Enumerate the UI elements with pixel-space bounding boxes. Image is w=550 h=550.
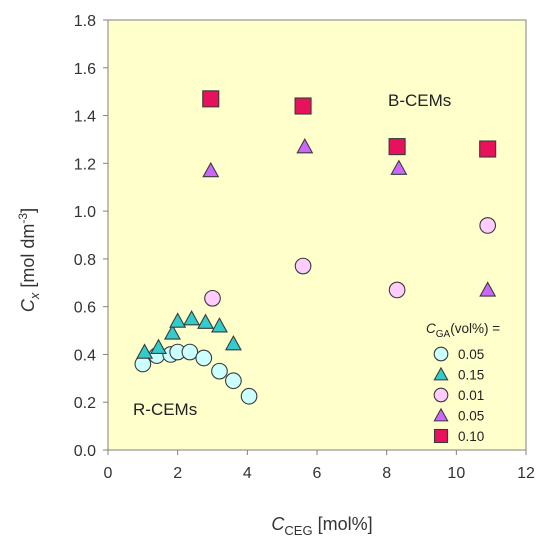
y-axis-label-superscript: -3: [16, 213, 30, 224]
annotation-r-cems: R-CEMs: [133, 400, 197, 419]
data-point-triangle: [150, 338, 168, 354]
data-point-circle: [211, 362, 228, 380]
legend-entry: 0.10: [433, 428, 484, 444]
x-tick-label: 2: [173, 465, 182, 482]
x-tick-label: 6: [313, 465, 322, 482]
series-3: [202, 137, 497, 297]
series-4: [202, 90, 497, 158]
data-point-triangle: [210, 317, 228, 333]
y-axis-label-end: ]: [18, 208, 38, 213]
axes: [103, 19, 527, 455]
data-point-triangle: [390, 159, 408, 175]
data-point-triangle: [296, 137, 314, 154]
legend-items: 0.05 0.15 0.01 0.05 0.10: [433, 346, 484, 444]
annotation-b-cems: B-CEMs: [388, 91, 451, 110]
legend-label: 0.10: [458, 429, 484, 444]
y-axis-label: Cx [mol dm-3]: [16, 208, 42, 312]
data-point-circle: [240, 387, 258, 405]
legend: CGA(vol%) = 0.05 0.15 0.01 0.05 0.10: [426, 321, 500, 444]
data-point-triangle: [479, 281, 497, 297]
legend-label: 0.05: [458, 347, 484, 362]
data-point-triangle: [224, 335, 242, 351]
legend-label: 0.01: [458, 388, 484, 403]
x-tick-label: 4: [243, 465, 252, 482]
x-axis-label-subscript: CEG: [284, 523, 312, 538]
legend-title-rest: (vol%) =: [450, 321, 500, 336]
data-point-circle: [204, 289, 221, 307]
y-tick-label: 1.4: [74, 109, 96, 126]
series-0: [134, 343, 258, 405]
legend-marker-triangle: [433, 366, 449, 381]
data-points: [134, 90, 497, 405]
data-point-circle: [388, 281, 406, 299]
y-axis-label-main: C: [18, 298, 38, 312]
series-2: [204, 217, 497, 307]
legend-entry: 0.05: [433, 346, 484, 362]
y-tick-label: 1.6: [74, 61, 96, 78]
legend-entry: 0.01: [433, 387, 484, 403]
x-tick-label: 8: [382, 465, 391, 482]
y-tick-label: 1.2: [74, 156, 96, 173]
legend-title-main: C: [426, 321, 436, 336]
legend-entry: 0.15: [433, 366, 484, 383]
legend-title: CGA(vol%) =: [426, 321, 500, 340]
legend-label: 0.15: [458, 368, 484, 383]
data-point-triangle: [163, 324, 181, 340]
data-point-square: [479, 140, 497, 158]
x-tick-label: 10: [447, 465, 465, 482]
x-axis-label: CCEG [mol%]: [271, 514, 372, 538]
plot-area: [107, 19, 527, 451]
data-point-square: [388, 138, 406, 156]
data-point-triangle: [197, 313, 215, 329]
y-tick-label: 1.8: [74, 13, 96, 30]
legend-entry: 0.05: [433, 407, 484, 424]
tick-labels: 0 2 4 6 8 10 12 0.0 0.2 0.4 0.6 0.8 1.0 1.2 1.4 1.6 1.8: [74, 13, 535, 482]
data-point-circle: [225, 372, 242, 390]
legend-title-subscript: GA: [436, 329, 451, 340]
data-point-circle: [195, 349, 213, 367]
legend-label: 0.05: [458, 409, 484, 424]
y-tick-label: 0.6: [74, 300, 96, 317]
x-tick-label: 12: [517, 465, 535, 482]
y-axis-label-rest: [mol dm: [18, 224, 38, 293]
y-tick-label: 0.2: [74, 395, 96, 412]
data-point-triangle: [169, 312, 187, 328]
y-tick-label: 1.0: [74, 204, 96, 221]
legend-marker-circle: [433, 387, 449, 403]
y-tick-label: 0.8: [74, 252, 96, 269]
x-axis-label-rest: [mol%]: [313, 514, 373, 534]
y-tick-label: 0.0: [74, 443, 96, 460]
legend-marker-triangle: [433, 407, 449, 422]
data-point-square: [294, 97, 312, 115]
y-axis-label-subscript: x: [27, 292, 42, 300]
data-point-triangle: [183, 309, 201, 326]
data-point-triangle: [202, 161, 220, 178]
y-tick-label: 0.4: [74, 347, 96, 364]
legend-marker-circle: [433, 346, 449, 362]
data-point-triangle: [136, 343, 154, 359]
x-tick-label: 0: [104, 465, 113, 482]
legend-marker-square: [433, 428, 449, 444]
data-point-circle: [479, 217, 497, 234]
data-point-square: [202, 90, 220, 108]
x-axis-label-main: C: [271, 514, 285, 534]
data-point-circle: [181, 343, 199, 361]
data-point-circle: [294, 257, 312, 275]
series-1: [136, 309, 242, 359]
